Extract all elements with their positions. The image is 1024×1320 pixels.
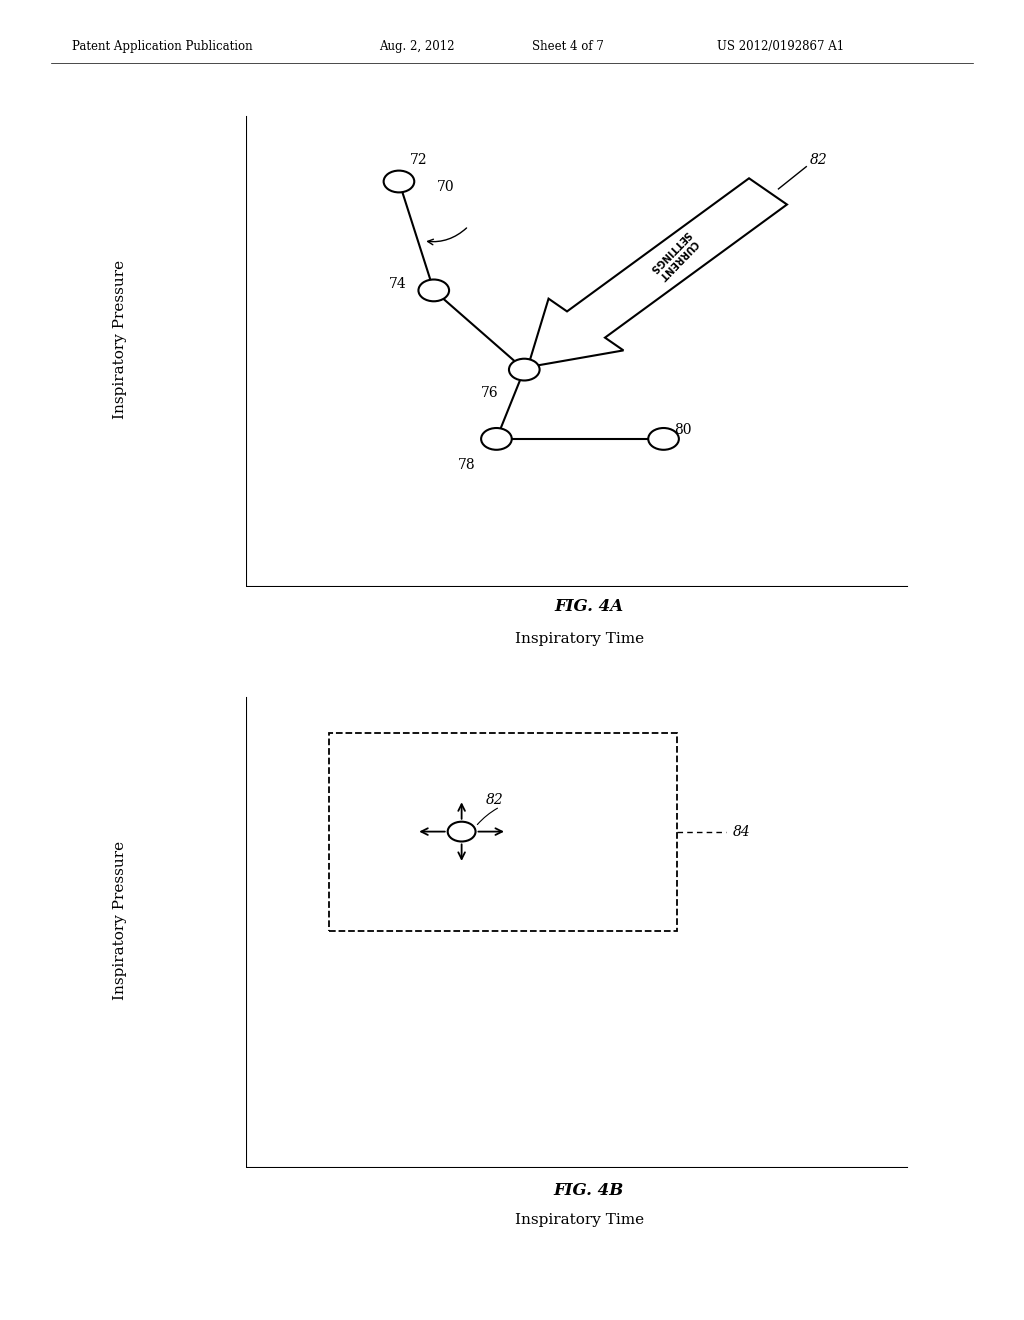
Circle shape (419, 280, 450, 301)
Text: 84: 84 (733, 825, 751, 838)
Circle shape (648, 428, 679, 450)
Text: 78: 78 (458, 458, 476, 471)
Text: 70: 70 (437, 181, 455, 194)
Circle shape (509, 359, 540, 380)
Text: Inspiratory Time: Inspiratory Time (515, 1213, 644, 1226)
Text: Patent Application Publication: Patent Application Publication (72, 40, 252, 53)
Text: 82: 82 (810, 153, 827, 168)
Text: Inspiratory Time: Inspiratory Time (515, 632, 644, 645)
Bar (330, 733, 678, 931)
Circle shape (481, 428, 512, 450)
Text: Sheet 4 of 7: Sheet 4 of 7 (532, 40, 604, 53)
Circle shape (447, 821, 475, 842)
Text: US 2012/0192867 A1: US 2012/0192867 A1 (717, 40, 844, 53)
Text: Aug. 2, 2012: Aug. 2, 2012 (379, 40, 455, 53)
Text: FIG. 4A: FIG. 4A (554, 598, 624, 615)
Text: CURRENT
SETTINGS: CURRENT SETTINGS (647, 228, 699, 282)
Text: 82: 82 (486, 793, 504, 808)
Text: 80: 80 (674, 422, 691, 437)
Text: FIG. 4B: FIG. 4B (554, 1181, 624, 1199)
Text: 76: 76 (481, 385, 499, 400)
Text: 74: 74 (388, 277, 407, 290)
Polygon shape (527, 178, 787, 367)
Text: Inspiratory Pressure: Inspiratory Pressure (114, 841, 127, 1001)
Text: Inspiratory Pressure: Inspiratory Pressure (114, 260, 127, 420)
Text: 72: 72 (410, 153, 427, 168)
Circle shape (384, 170, 415, 193)
